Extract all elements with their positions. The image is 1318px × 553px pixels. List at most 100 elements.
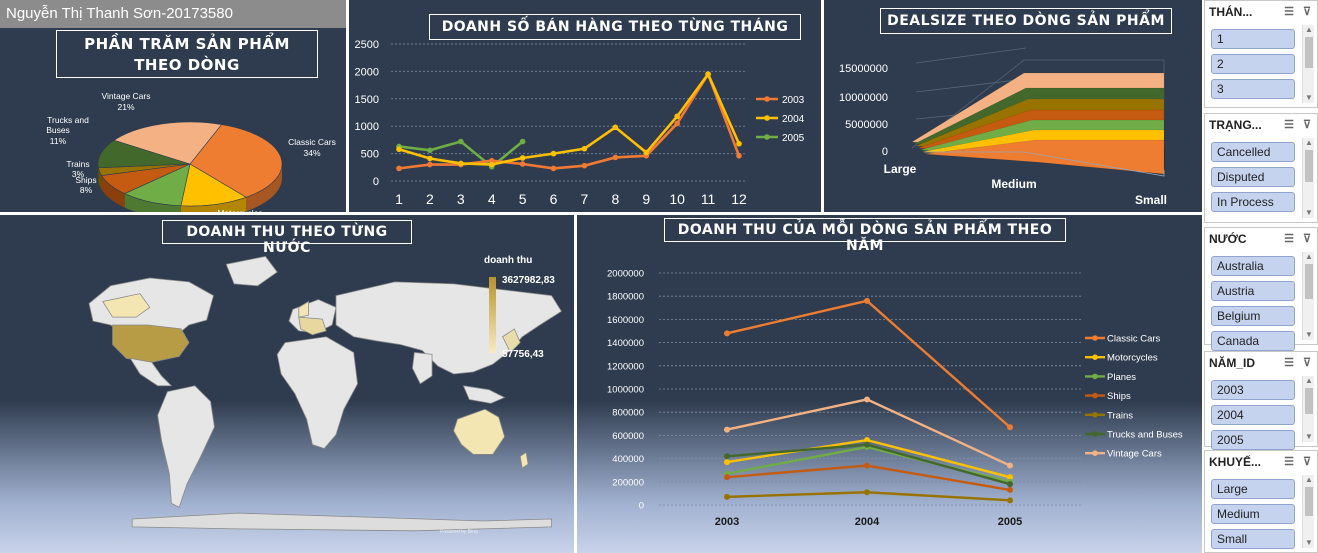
clear-filter-icon[interactable]: ⊽ <box>1302 456 1312 468</box>
dealsize-panel[interactable]: DEALSIZE THEO DÒNG SẢN PHẨM 0 5000000 1000… <box>824 0 1202 212</box>
series-line-2003 <box>398 71 741 170</box>
clear-filter-icon[interactable]: ⊽ <box>1302 6 1312 18</box>
data-point <box>519 155 526 161</box>
scroll-thumb[interactable] <box>1305 264 1313 300</box>
pie-chart-panel[interactable]: PHẦN TRĂM SẢN PHẨM THEO DÒNG Classic Car… <box>0 28 346 212</box>
world-map: doanh thu 3627982,83 57756,43 Powered by Bi… <box>88 255 562 535</box>
legend-label: Classic Cars <box>1107 334 1161 345</box>
floor-edge <box>924 151 1165 177</box>
slicer-header: NĂM_ID ☰ ⊽ <box>1205 352 1317 374</box>
slicer-item[interactable]: 1 <box>1211 29 1295 49</box>
clear-filter-icon[interactable]: ⊽ <box>1302 119 1312 131</box>
france-shape <box>298 316 327 336</box>
pie-pct: 8% <box>80 185 93 195</box>
map-panel[interactable]: DOANH THU THEO TỪNG NƯỚC doanh thu 362798… <box>0 215 574 553</box>
series-line <box>726 464 1011 492</box>
scroll-up-icon[interactable]: ▲ <box>1305 376 1313 385</box>
legend-label: Motorcycles <box>1107 353 1158 364</box>
data-point <box>488 161 495 168</box>
pie-pct: 3% <box>72 169 85 179</box>
scroll-down-icon[interactable]: ▼ <box>1305 538 1313 547</box>
slicer-country[interactable]: NƯỚC ☰ ⊽ Australia Austria Belgium Canada ▲ ▼ <box>1204 227 1318 351</box>
slicer-scrollbar[interactable]: ▲ ▼ <box>1302 138 1314 218</box>
slicer-title: NĂM_ID <box>1209 356 1256 370</box>
clear-filter-icon[interactable]: ⊽ <box>1302 233 1312 245</box>
slicer-item[interactable]: Austria <box>1211 281 1295 301</box>
x-tick-label: 2 <box>426 191 434 207</box>
slicer-item[interactable]: Small <box>1211 529 1295 549</box>
pie-slice-side <box>246 162 282 212</box>
greenland-shape <box>225 255 278 287</box>
slicer-item[interactable]: Large <box>1211 479 1295 499</box>
slicer-status[interactable]: TRẠNG... ☰ ⊽ Cancelled Disputed In Process ▲ ▼ <box>1204 113 1318 223</box>
slicer-item[interactable]: 2003 <box>1211 380 1295 400</box>
slicer-item[interactable]: Disputed <box>1211 167 1295 187</box>
clear-filter-icon[interactable]: ⊽ <box>1302 357 1312 369</box>
data-point <box>705 71 711 77</box>
scroll-down-icon[interactable]: ▼ <box>1305 330 1313 339</box>
scroll-up-icon[interactable]: ▲ <box>1305 138 1313 147</box>
scroll-thumb[interactable] <box>1305 150 1313 182</box>
monthly-sales-panel[interactable]: DOANH SỐ BÁN HÀNG THEO TỪNG THÁNG 0 500 10… <box>349 0 821 212</box>
slicer-scrollbar[interactable]: ▲ ▼ <box>1302 252 1314 340</box>
multi-select-icon[interactable]: ☰ <box>1284 456 1294 468</box>
pie-label: Vintage Cars <box>102 91 151 101</box>
y-tick-label: 15000000 <box>839 63 888 75</box>
slicer-dealsize[interactable]: KHUYẾ... ☰ ⊽ Large Medium Small ▲ ▼ <box>1204 450 1318 553</box>
pie-slice <box>101 163 191 194</box>
pie-chart-title: PHẦN TRĂM SẢN PHẨM THEO DÒNG <box>56 30 318 78</box>
scroll-thumb[interactable] <box>1305 487 1313 517</box>
slicer-scrollbar[interactable]: ▲ ▼ <box>1302 25 1314 103</box>
multi-select-icon[interactable]: ☰ <box>1284 233 1294 245</box>
y-tick-label: 600000 <box>612 431 644 442</box>
slicer-item[interactable]: Medium <box>1211 504 1295 524</box>
data-point <box>864 437 870 444</box>
slicer-item[interactable]: 2 <box>1211 54 1295 74</box>
scroll-down-icon[interactable]: ▼ <box>1305 93 1313 102</box>
y-tick-label: 1000 <box>355 121 379 133</box>
slicer-item[interactable]: 2004 <box>1211 405 1295 425</box>
slicer-item[interactable]: Cancelled <box>1211 142 1295 162</box>
yearly-revenue-panel[interactable]: DOANH THU CỦA MỖI DÒNG SẢN PHẨM THEO NĂM… <box>577 215 1202 553</box>
data-point <box>1007 486 1013 493</box>
pie-label: Trains <box>66 159 89 169</box>
scroll-up-icon[interactable]: ▲ <box>1305 25 1313 34</box>
scroll-down-icon[interactable]: ▼ <box>1305 432 1313 441</box>
pie-slice-side <box>124 193 181 212</box>
slicer-scrollbar[interactable]: ▲ ▼ <box>1302 376 1314 442</box>
data-point <box>427 147 433 154</box>
data-point <box>1007 474 1013 481</box>
map-legend-min: 57756,43 <box>502 349 544 360</box>
x-tick-label: 6 <box>550 191 558 207</box>
scroll-down-icon[interactable]: ▼ <box>1305 208 1313 217</box>
data-point <box>724 426 730 433</box>
multi-select-icon[interactable]: ☰ <box>1284 119 1294 131</box>
data-point <box>864 396 870 403</box>
legend-marker <box>1092 373 1098 380</box>
scroll-thumb[interactable] <box>1305 388 1313 415</box>
data-point <box>458 138 464 145</box>
scroll-up-icon[interactable]: ▲ <box>1305 252 1313 261</box>
slicer-item[interactable]: Australia <box>1211 256 1295 276</box>
y-tick-label: 500 <box>361 149 379 161</box>
legend-marker <box>1092 392 1098 399</box>
slicer-year[interactable]: NĂM_ID ☰ ⊽ 2003 2004 2005 ▲ ▼ <box>1204 351 1318 450</box>
multi-select-icon[interactable]: ☰ <box>1284 6 1294 18</box>
data-point <box>519 138 526 145</box>
slicer-item[interactable]: In Process <box>1211 192 1295 212</box>
multi-select-icon[interactable]: ☰ <box>1284 357 1294 369</box>
data-point <box>724 453 730 460</box>
y-tick-label: 5000000 <box>845 119 888 131</box>
legend-marker <box>1092 450 1098 456</box>
slicer-month[interactable]: THÁN... ☰ ⊽ 1 2 3 ▲ ▼ <box>1204 0 1318 108</box>
slicer-item[interactable]: Canada <box>1211 331 1295 351</box>
slicer-scrollbar[interactable]: ▲ ▼ <box>1302 475 1314 548</box>
slicer-item[interactable]: Belgium <box>1211 306 1295 326</box>
scroll-up-icon[interactable]: ▲ <box>1305 475 1313 484</box>
slicer-item[interactable]: 2005 <box>1211 430 1295 450</box>
europe-highlight <box>298 300 309 318</box>
scroll-thumb[interactable] <box>1305 37 1313 69</box>
slicer-item[interactable]: 3 <box>1211 79 1295 99</box>
data-point <box>724 330 730 337</box>
pie-pct: 21% <box>117 102 134 112</box>
